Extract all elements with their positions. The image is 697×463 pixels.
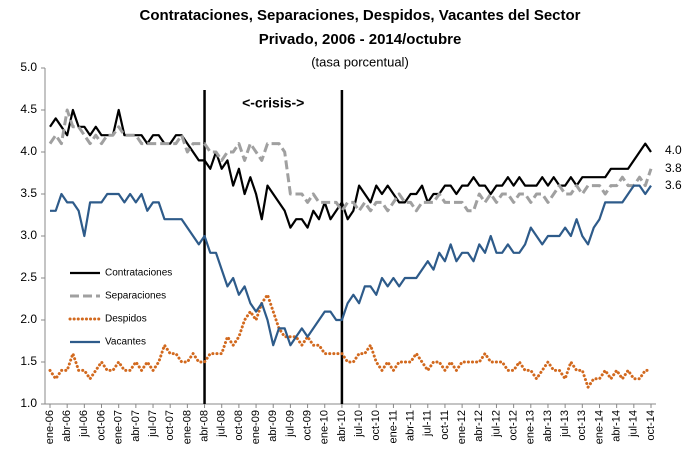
x-tick-label: jul-08	[216, 410, 228, 438]
x-tick-label: abr-13	[542, 410, 554, 442]
chart-subtitle: (tasa porcentual)	[311, 54, 409, 69]
x-tick-label: oct-11	[439, 410, 451, 440]
y-tick-label: 2.5	[20, 270, 37, 284]
series-line	[48, 108, 653, 213]
x-tick-label: abr-12	[473, 410, 485, 442]
series-line	[49, 108, 652, 229]
x-tick-label: jul-10	[353, 410, 365, 438]
x-tick-label: jul-11	[422, 410, 434, 437]
x-tick-label: ene-11	[387, 410, 399, 443]
x-tick-label: jul-12	[490, 410, 502, 438]
chart-title: Contrataciones, Separaciones, Despidos, …	[140, 7, 581, 24]
x-tick-label: abr-07	[130, 410, 142, 442]
chart-title: Privado, 2006 - 2014/octubre	[259, 31, 462, 48]
y-tick-label: 2.0	[20, 312, 37, 326]
x-tick-label: ene-13	[525, 410, 537, 444]
x-tick-label: abr-08	[198, 410, 210, 442]
x-tick-label: abr-06	[61, 410, 73, 442]
x-tick-label: oct-06	[95, 410, 107, 441]
legend-label: Contrataciones	[105, 268, 172, 279]
x-tick-label: oct-13	[576, 410, 588, 441]
x-tick-label: oct-09	[301, 410, 313, 441]
value-label: 3.8	[665, 161, 682, 175]
y-tick-label: 1.0	[20, 396, 37, 410]
x-tick-label: oct-12	[508, 410, 520, 441]
x-tick-label: abr-11	[405, 410, 417, 441]
crisis-label: <-crisis->	[242, 95, 304, 111]
x-tick-label: ene-14	[593, 410, 605, 444]
x-tick-label: abr-09	[267, 410, 279, 442]
x-tick-label: abr-10	[336, 410, 348, 442]
x-tick-label: jul-13	[559, 410, 571, 438]
x-tick-label: ene-08	[181, 410, 193, 444]
legend-label: Separaciones	[105, 291, 166, 302]
y-tick-label: 5.0	[20, 60, 37, 74]
series-line	[50, 184, 652, 347]
x-tick-label: jul-14	[628, 410, 640, 438]
y-tick-label: 4.5	[20, 102, 37, 116]
series-line	[48, 293, 653, 389]
value-label: 3.6	[665, 178, 682, 192]
legend-label: Vacantes	[105, 337, 146, 348]
legend-label: Despidos	[105, 314, 147, 325]
x-tick-label: ene-07	[113, 410, 125, 444]
x-tick-label: abr-14	[611, 410, 623, 442]
x-tick-label: ene-10	[319, 410, 331, 444]
x-tick-label: oct-08	[233, 410, 245, 441]
y-tick-label: 3.5	[20, 186, 37, 200]
x-tick-label: oct-14	[645, 410, 657, 441]
x-tick-label: ene-06	[44, 410, 56, 444]
y-tick-label: 4.0	[20, 144, 37, 158]
x-tick-label: ene-12	[456, 410, 468, 444]
x-tick-label: oct-10	[370, 410, 382, 441]
x-tick-label: oct-07	[164, 410, 176, 441]
x-tick-label: jul-09	[284, 410, 296, 438]
x-tick-label: jul-07	[147, 410, 159, 438]
y-tick-label: 1.5	[20, 354, 37, 368]
value-label: 4.0	[665, 143, 682, 157]
x-tick-label: ene-09	[250, 410, 262, 444]
x-tick-label: jul-06	[78, 410, 90, 438]
y-tick-label: 3.0	[20, 228, 37, 242]
